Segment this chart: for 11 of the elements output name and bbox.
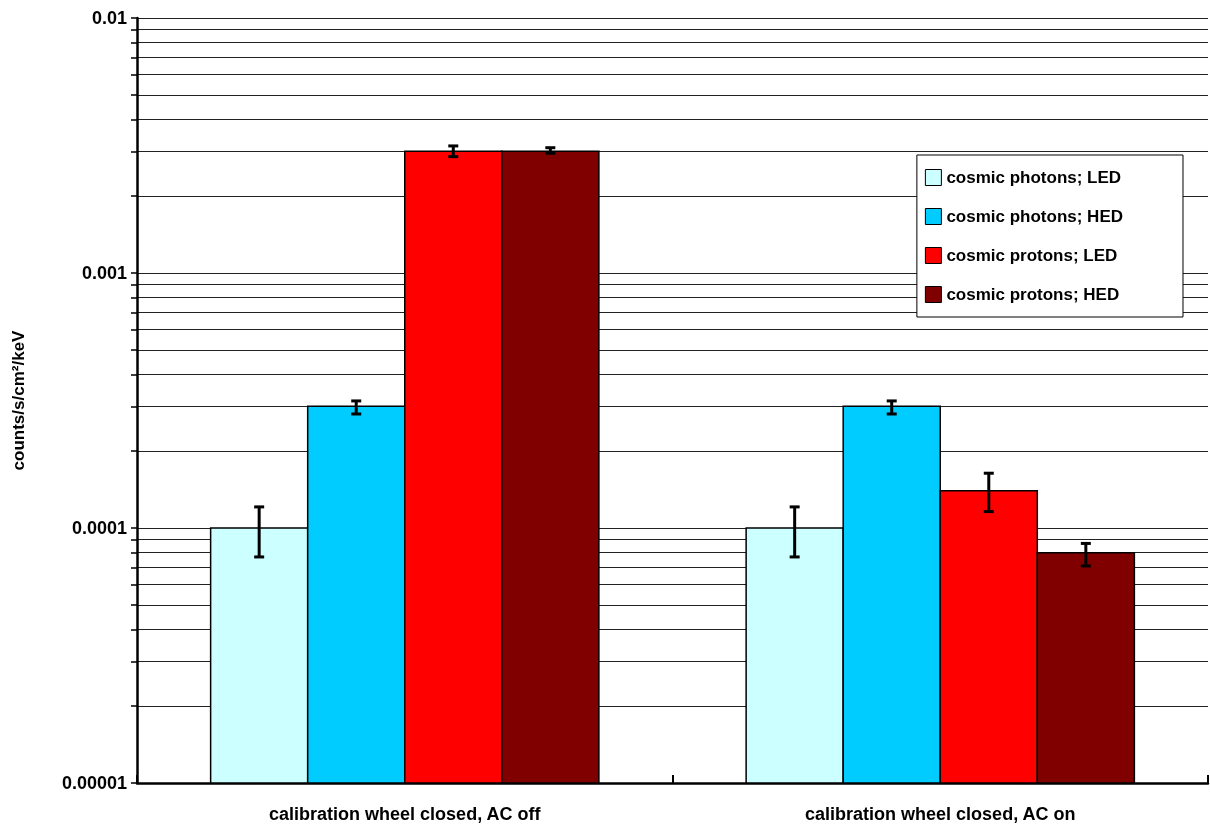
x-tick-label: calibration wheel closed, AC off xyxy=(269,804,542,824)
legend-label: cosmic protons; HED xyxy=(946,285,1120,304)
y-tick-label: 0.00001 xyxy=(61,773,127,793)
legend-label: cosmic protons; LED xyxy=(946,246,1118,265)
y-tick-label: 0.01 xyxy=(91,8,127,28)
legend-label: cosmic photons; LED xyxy=(946,168,1122,187)
x-tick-label: calibration wheel closed, AC on xyxy=(805,804,1076,824)
y-tick-label: 0.001 xyxy=(81,263,127,283)
y-tick-label: 0.0001 xyxy=(71,518,127,538)
legend-label: cosmic photons; HED xyxy=(946,207,1123,226)
y-axis-title: counts/s/cm²/keV xyxy=(9,329,28,471)
